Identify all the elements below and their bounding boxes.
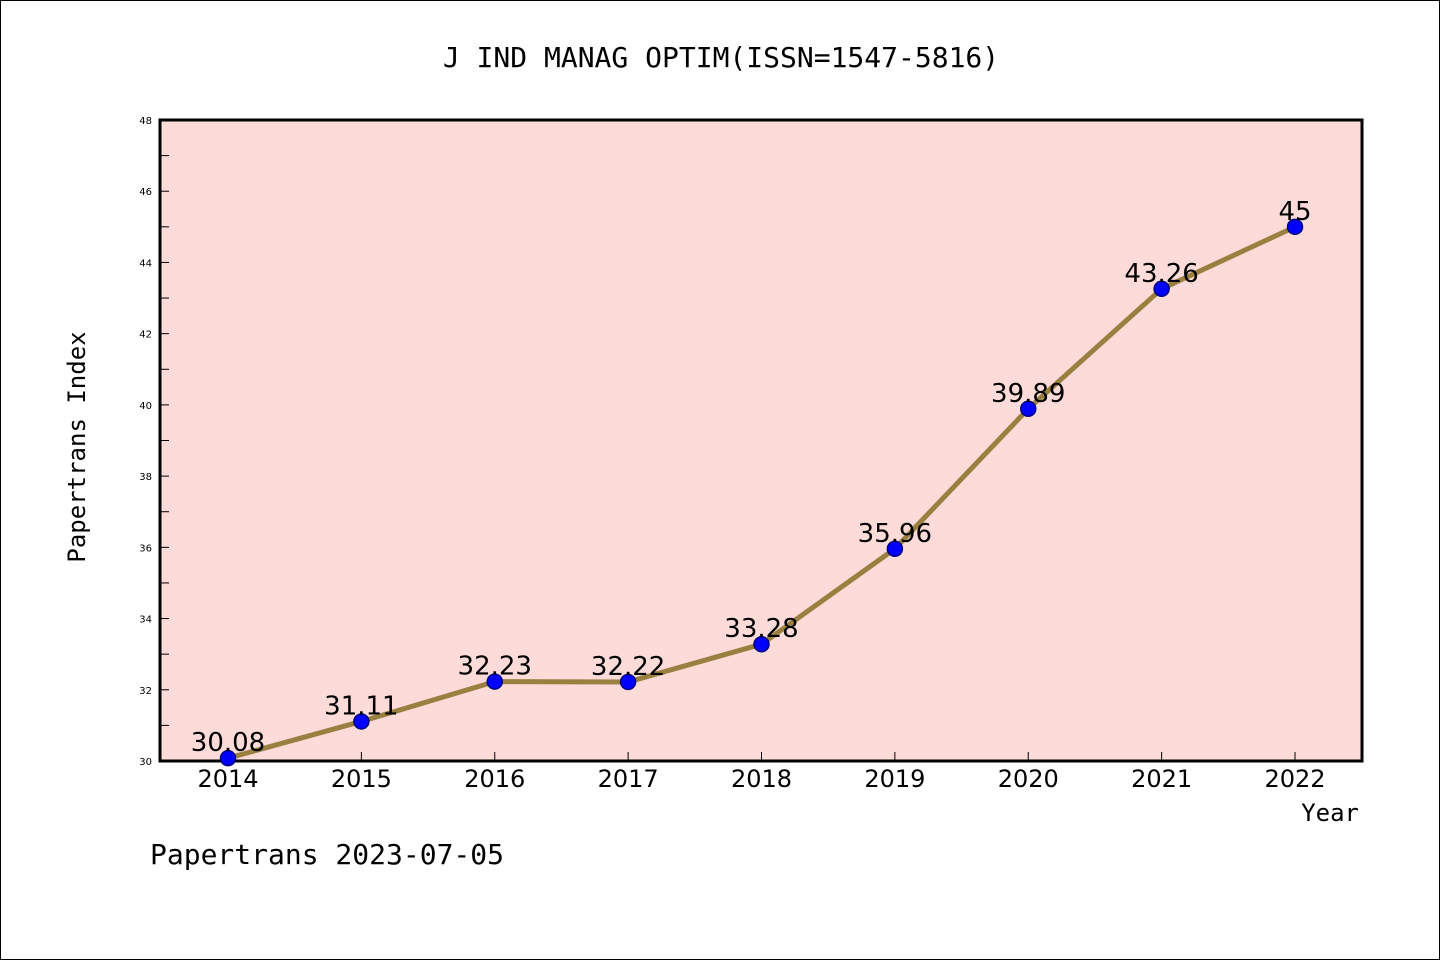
x-axis-ticks — [227, 752, 1296, 761]
y-axis-label: Papertrans Index — [63, 331, 91, 562]
x-tick-label: 2019 — [864, 765, 925, 793]
data-point-marker — [619, 673, 637, 691]
data-label: 33.28 — [724, 614, 798, 644]
y-tick-label: 44 — [139, 258, 152, 269]
y-tick-label: 40 — [139, 401, 152, 412]
chart-title: J IND MANAG OPTIM(ISSN=1547-5816) — [443, 41, 999, 74]
series-markers — [219, 218, 1304, 767]
data-label: 31.11 — [324, 691, 398, 721]
footer-watermark: Papertrans 2023-07-05 — [150, 838, 504, 871]
data-point-marker — [486, 673, 503, 690]
y-tick-label: 42 — [139, 330, 152, 341]
x-tick-label: 2014 — [197, 765, 258, 793]
x-tick-label: 2016 — [464, 765, 525, 793]
y-axis-tick-labels: 30 32 34 36 38 40 42 44 46 48 — [139, 116, 152, 768]
x-tick-label: 2015 — [331, 765, 392, 793]
y-tick-label: 30 — [139, 757, 152, 768]
data-point-marker — [886, 540, 904, 558]
x-tick-label: 2021 — [1131, 765, 1192, 793]
data-label: 30.08 — [191, 728, 265, 758]
y-tick-label: 32 — [139, 686, 152, 697]
data-label: 35.96 — [858, 519, 932, 549]
y-axis-ticks — [160, 119, 169, 762]
y-tick-label: 46 — [139, 187, 152, 198]
data-point-marker — [1153, 280, 1170, 298]
y-tick-label: 36 — [139, 543, 152, 554]
x-axis-tick-labels: 2014 2015 2016 2017 2018 2019 2020 2021 2022 — [197, 765, 1325, 793]
data-point-marker — [1286, 218, 1304, 236]
data-point-marker — [219, 749, 237, 767]
x-tick-label: 2020 — [998, 765, 1059, 793]
x-tick-label: 2018 — [731, 765, 792, 793]
x-tick-label: 2017 — [598, 765, 659, 793]
y-tick-label: 38 — [139, 472, 152, 483]
data-point-marker — [1020, 400, 1037, 418]
plot-area — [158, 118, 1364, 763]
data-label: 32.22 — [591, 652, 665, 682]
data-label: 45 — [1278, 197, 1311, 227]
data-label: 39.89 — [991, 379, 1065, 409]
x-axis-label: Year — [1301, 799, 1359, 827]
data-point-marker — [753, 635, 770, 653]
data-labels: 30.08 31.11 32.23 32.22 33.28 35.96 39.89 43.26… — [191, 197, 1312, 758]
y-tick-label: 34 — [139, 615, 152, 626]
data-label: 32.23 — [458, 652, 532, 682]
data-point-marker — [353, 713, 370, 730]
x-tick-label: 2022 — [1264, 765, 1325, 793]
y-tick-label: 48 — [139, 116, 152, 127]
data-label: 43.26 — [1124, 259, 1198, 289]
